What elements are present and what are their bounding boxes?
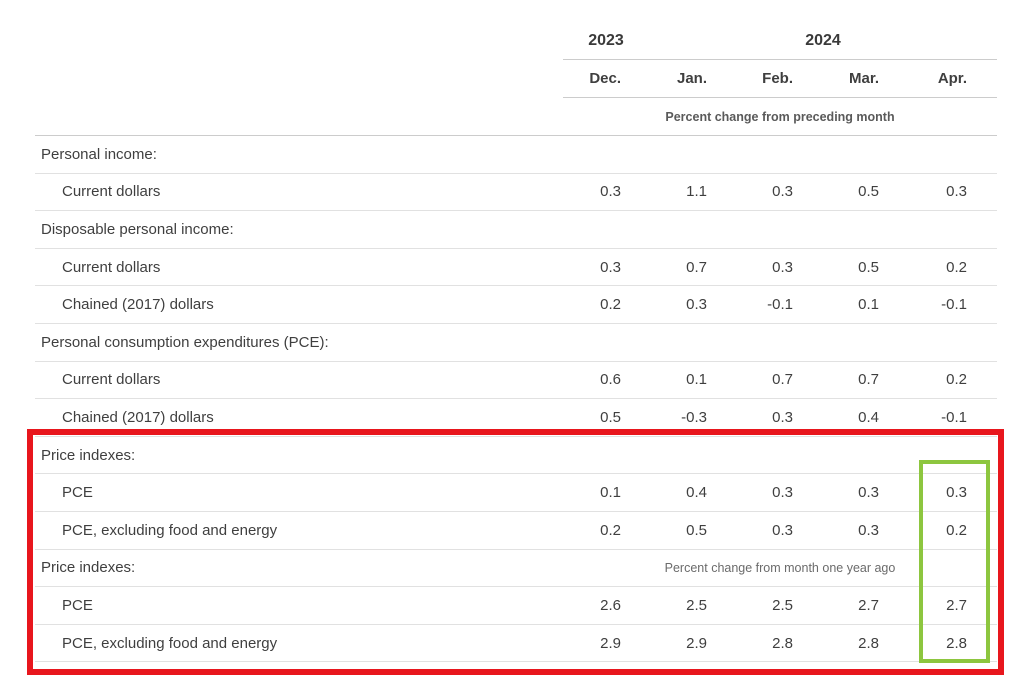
month-header-spacer — [35, 60, 563, 98]
value-cell: 0.7 — [686, 258, 707, 276]
column-header-mar: Mar. — [848, 70, 879, 87]
row-label: PCE, excluding food and energy — [62, 521, 278, 539]
row-label: PCE, excluding food and energy — [62, 634, 278, 652]
table-row: Chained (2017) dollars 0.2 0.3 -0.1 0.1 -0.1 — [35, 286, 997, 324]
table-row: Chained (2017) dollars 0.5 -0.3 0.3 0.4 -0.1 — [35, 399, 997, 437]
value-cell: 0.3 — [600, 183, 621, 201]
value-cell: 0.2 — [600, 296, 621, 314]
value-cell: 0.4 — [858, 408, 879, 426]
value-cell: 0.4 — [686, 484, 707, 502]
row-label: Price indexes: — [41, 559, 136, 577]
table-row: PCE, excluding food and energy 2.9 2.9 2.8 2… — [35, 625, 997, 663]
row-label: Current dollars — [62, 183, 161, 201]
value-cell: -0.1 — [767, 296, 793, 314]
row-label: Current dollars — [62, 371, 161, 389]
row-label: Current dollars — [62, 258, 161, 276]
value-cell: 2.9 — [686, 634, 707, 652]
value-cell: 0.3 — [600, 258, 621, 276]
value-cell: 0.7 — [772, 371, 793, 389]
value-cell: 0.3 — [946, 484, 967, 502]
value-cell: 0.2 — [600, 521, 621, 539]
value-cell: 0.5 — [686, 521, 707, 539]
value-cell: 0.3 — [686, 296, 707, 314]
section-row: Personal consumption expenditures (PCE): — [35, 324, 997, 362]
value-cell: 0.5 — [858, 183, 879, 201]
row-label: Chained (2017) dollars — [62, 296, 214, 314]
value-cell: 0.3 — [772, 183, 793, 201]
row-label: Personal income: — [41, 145, 157, 163]
unit-note: Percent change from month one year ago — [664, 560, 896, 575]
month-header-cells: Dec. Jan. Feb. Mar. Apr. — [563, 60, 997, 98]
table-row: Current dollars 0.3 1.1 0.3 0.5 0.3 — [35, 174, 997, 212]
value-cell: 2.7 — [858, 596, 879, 614]
value-cell: 2.8 — [858, 634, 879, 652]
value-cell: 0.3 — [772, 258, 793, 276]
value-cell: -0.3 — [681, 408, 707, 426]
section-row: Price indexes: — [35, 437, 997, 475]
value-cell: -0.1 — [941, 296, 967, 314]
column-header-jan: Jan. — [676, 70, 707, 87]
value-cell: 2.7 — [946, 596, 967, 614]
value-cell: 0.1 — [686, 371, 707, 389]
personal-income-table: 2023 2024 Dec. Jan. Feb. Mar. Apr. Percent c… — [35, 22, 997, 663]
table-body: Personal income: Current dollars 0.3 1.1 0.3… — [35, 136, 997, 663]
value-cell: 2.8 — [772, 634, 793, 652]
value-cell: 2.9 — [600, 634, 621, 652]
table-row: Current dollars 0.6 0.1 0.7 0.7 0.2 — [35, 362, 997, 400]
row-label: PCE — [62, 484, 93, 502]
value-cell: -0.1 — [941, 408, 967, 426]
value-cell: 0.1 — [600, 484, 621, 502]
table-row: PCE 2.6 2.5 2.5 2.7 2.7 — [35, 587, 997, 625]
row-label: PCE — [62, 596, 93, 614]
value-cell: 0.2 — [946, 258, 967, 276]
value-cell: 0.3 — [772, 521, 793, 539]
year-header-2024: 2024 — [805, 31, 841, 49]
units-subheader-row: Percent change from preceding month — [35, 98, 997, 136]
value-cell: 2.5 — [772, 596, 793, 614]
value-cell: 1.1 — [686, 183, 707, 201]
row-label: Disposable personal income: — [41, 220, 234, 238]
table-row: PCE 0.1 0.4 0.3 0.3 0.3 — [35, 474, 997, 512]
value-cell: 0.5 — [600, 408, 621, 426]
row-label: Price indexes: — [41, 446, 136, 464]
value-cell: 0.3 — [772, 484, 793, 502]
value-cell: 0.6 — [600, 371, 621, 389]
row-label: Personal consumption expenditures (PCE): — [41, 333, 329, 351]
row-label: Chained (2017) dollars — [62, 408, 214, 426]
value-cell: 2.5 — [686, 596, 707, 614]
column-header-dec: Dec. — [589, 70, 621, 87]
year-header-2023: 2023 — [588, 31, 624, 49]
value-cell: 0.1 — [858, 296, 879, 314]
month-header-row: Dec. Jan. Feb. Mar. Apr. — [35, 60, 997, 98]
value-cell: 0.3 — [946, 183, 967, 201]
section-row: Disposable personal income: — [35, 211, 997, 249]
section-row: Personal income: — [35, 136, 997, 174]
table-row: Current dollars 0.3 0.7 0.3 0.5 0.2 — [35, 249, 997, 287]
value-cell: 0.7 — [858, 371, 879, 389]
value-cell: 0.3 — [858, 521, 879, 539]
year-header-row: 2023 2024 — [35, 22, 997, 60]
value-cell: 0.2 — [946, 371, 967, 389]
column-header-feb: Feb. — [762, 70, 793, 87]
value-cell: 0.3 — [772, 408, 793, 426]
year-header-spacer — [35, 22, 563, 60]
value-cell: 2.6 — [600, 596, 621, 614]
units-subheader: Percent change from preceding month — [665, 109, 895, 124]
column-header-apr: Apr. — [937, 70, 967, 87]
table-row: PCE, excluding food and energy 0.2 0.5 0.3 0… — [35, 512, 997, 550]
year-header-cells: 2023 2024 — [563, 22, 997, 60]
value-cell: 0.5 — [858, 258, 879, 276]
value-cell: 0.3 — [858, 484, 879, 502]
value-cell: 0.2 — [946, 521, 967, 539]
value-cell: 2.8 — [946, 634, 967, 652]
section-row: Price indexes: Percent change from month … — [35, 550, 997, 588]
